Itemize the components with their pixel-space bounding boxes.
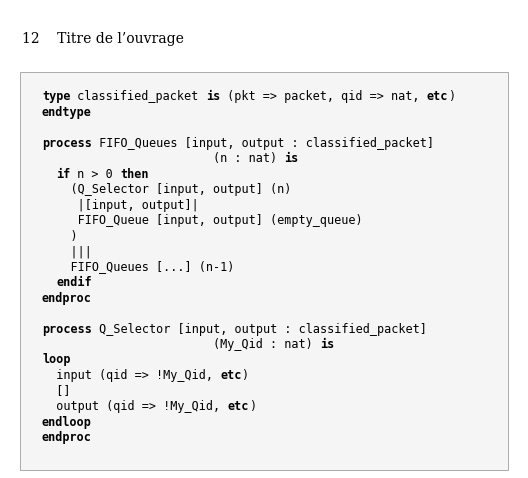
Text: (My_Qid : nat): (My_Qid : nat) <box>42 338 320 351</box>
Text: is: is <box>206 90 220 103</box>
Text: (pkt => packet, qid => nat,: (pkt => packet, qid => nat, <box>220 90 427 103</box>
Text: type: type <box>42 90 71 103</box>
Text: FIFO_Queue [input, output] (empty_queue): FIFO_Queue [input, output] (empty_queue) <box>42 214 363 227</box>
Text: ): ) <box>249 400 256 413</box>
Text: output (qid => !My_Qid,: output (qid => !My_Qid, <box>42 400 227 413</box>
Text: is: is <box>320 338 334 351</box>
Text: endloop: endloop <box>42 415 92 428</box>
Text: process: process <box>42 137 92 150</box>
Text: ): ) <box>448 90 455 103</box>
Text: if: if <box>56 167 71 181</box>
Text: process: process <box>42 323 92 336</box>
Text: endproc: endproc <box>42 292 92 304</box>
Text: ): ) <box>42 229 78 242</box>
Text: |[input, output]|: |[input, output]| <box>42 198 199 211</box>
Text: loop: loop <box>42 354 71 367</box>
Text: input (qid => !My_Qid,: input (qid => !My_Qid, <box>42 369 220 382</box>
FancyBboxPatch shape <box>20 72 508 470</box>
Text: Q_Selector [input, output : classified_packet]: Q_Selector [input, output : classified_p… <box>92 323 427 336</box>
Text: |||: ||| <box>42 245 92 258</box>
Text: n > 0: n > 0 <box>71 167 120 181</box>
Text: []: [] <box>42 384 71 398</box>
Text: FIFO_Queues [...] (n-1): FIFO_Queues [...] (n-1) <box>42 261 234 273</box>
Text: endproc: endproc <box>42 431 92 444</box>
Text: (Q_Selector [input, output] (n): (Q_Selector [input, output] (n) <box>42 183 291 196</box>
Text: (n : nat): (n : nat) <box>42 152 284 165</box>
Text: etc: etc <box>427 90 448 103</box>
Text: etc: etc <box>220 369 241 382</box>
Text: endif: endif <box>56 276 92 289</box>
Text: classified_packet: classified_packet <box>71 90 206 103</box>
Text: FIFO_Queues [input, output : classified_packet]: FIFO_Queues [input, output : classified_… <box>92 137 434 150</box>
Text: ): ) <box>241 369 249 382</box>
Text: is: is <box>284 152 298 165</box>
Text: then: then <box>120 167 149 181</box>
Text: endtype: endtype <box>42 106 92 119</box>
Text: 12    Titre de l’ouvrage: 12 Titre de l’ouvrage <box>22 32 184 46</box>
Text: etc: etc <box>227 400 249 413</box>
